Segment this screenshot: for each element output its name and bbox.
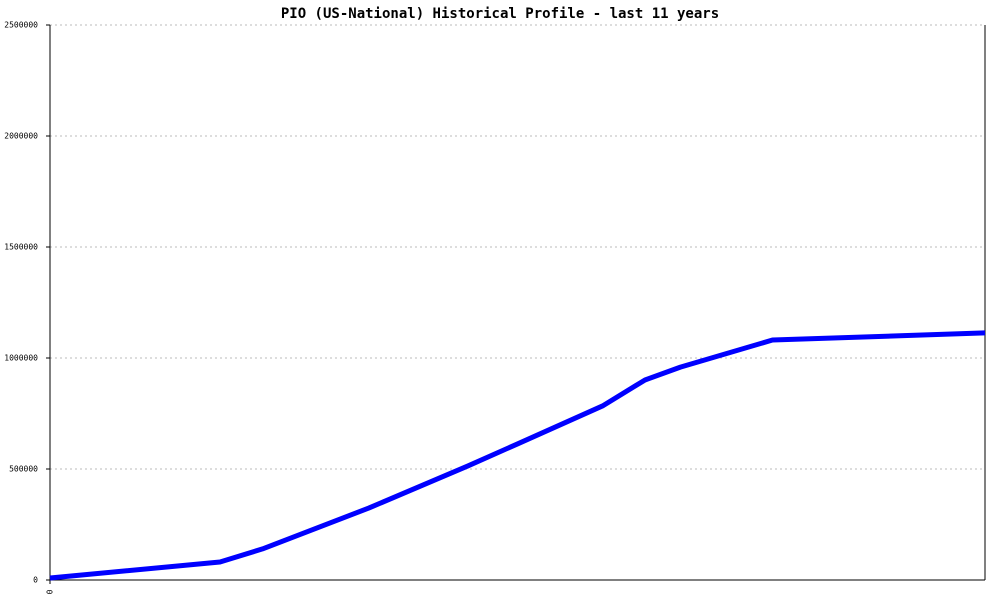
y-tick-label: 500000 xyxy=(9,465,38,474)
y-tick-label: 0 xyxy=(33,576,38,585)
chart-title: PIO (US-National) Historical Profile - l… xyxy=(281,6,719,22)
x-tick-label: 0 xyxy=(46,589,55,594)
y-tick-label: 2000000 xyxy=(4,132,38,141)
y-tick-label: 2500000 xyxy=(4,21,38,30)
y-tick-label: 1500000 xyxy=(4,243,38,252)
y-tick-label: 1000000 xyxy=(4,354,38,363)
data-line xyxy=(49,330,986,581)
